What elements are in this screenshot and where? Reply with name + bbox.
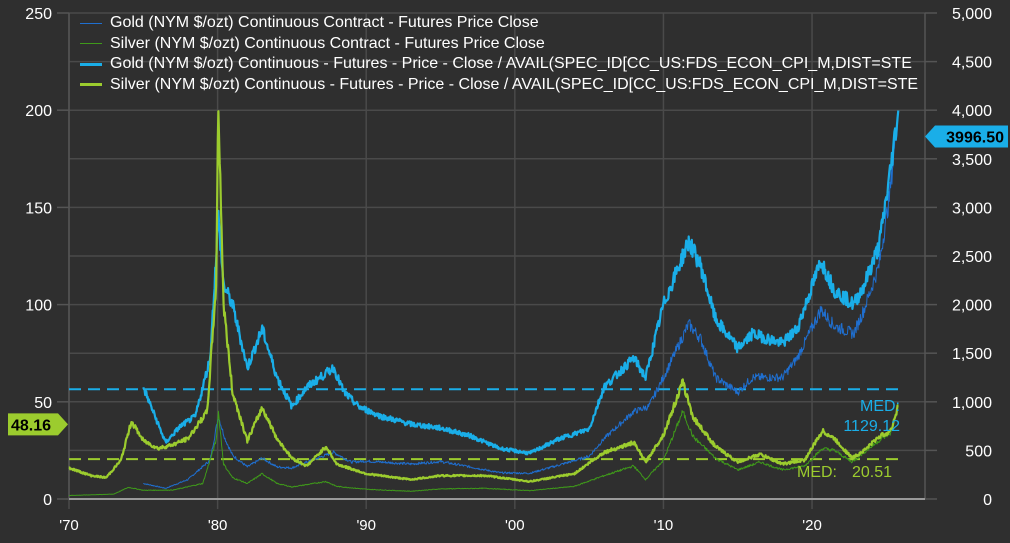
legend-swatch bbox=[80, 83, 102, 87]
legend-item-silver-nominal[interactable]: Silver (NYM $/ozt) Continuous Contract -… bbox=[80, 34, 920, 55]
right-tick-label: 500 bbox=[965, 443, 992, 460]
left-tick-label: 250 bbox=[25, 6, 52, 23]
left-tick-label: 150 bbox=[25, 200, 52, 217]
series-line-0 bbox=[143, 110, 899, 489]
right-value-tag bbox=[925, 125, 1008, 148]
legend: Gold (NYM $/ozt) Continuous Contract - F… bbox=[80, 13, 920, 95]
x-tick-label: '90 bbox=[356, 517, 376, 534]
right-tick-label: 1,500 bbox=[952, 346, 992, 363]
x-tick-label: '80 bbox=[208, 517, 228, 534]
left-tick-label: 200 bbox=[25, 103, 52, 120]
series-line-2 bbox=[142, 110, 900, 456]
legend-label: Gold (NYM $/ozt) Continuous Contract - F… bbox=[110, 14, 539, 31]
gold-median-label: MED: bbox=[860, 398, 900, 415]
left-tick-label: 100 bbox=[25, 298, 52, 315]
right-tick-label: 2,500 bbox=[952, 249, 992, 266]
legend-item-silver-real[interactable]: Silver (NYM $/ozt) Continuous - Futures … bbox=[80, 75, 920, 96]
legend-label: Silver (NYM $/ozt) Continuous Contract -… bbox=[110, 34, 545, 52]
right-value-tag-text: 3996.50 bbox=[946, 130, 1004, 147]
left-tick-label: 0 bbox=[43, 492, 52, 509]
right-tick-label: 3,500 bbox=[952, 152, 992, 169]
gold-median-value: 1129.12 bbox=[843, 418, 900, 435]
legend-item-gold-real[interactable]: Gold (NYM $/ozt) Continuous - Futures - … bbox=[80, 54, 920, 75]
right-tick-label: 4,000 bbox=[952, 103, 992, 120]
legend-swatch bbox=[80, 43, 102, 45]
right-tick-label: 0 bbox=[983, 492, 992, 509]
series-line-1 bbox=[69, 404, 899, 496]
x-tick-label: '20 bbox=[802, 517, 822, 534]
x-tick-label: '10 bbox=[654, 517, 674, 534]
right-tick-label: 1,000 bbox=[952, 395, 992, 412]
left-value-tag-text: 48.16 bbox=[11, 417, 51, 434]
legend-label: Gold (NYM $/ozt) Continuous - Futures - … bbox=[110, 55, 912, 72]
legend-label: Silver (NYM $/ozt) Continuous - Futures … bbox=[110, 75, 919, 93]
legend-item-gold-nominal[interactable]: Gold (NYM $/ozt) Continuous Contract - F… bbox=[80, 13, 920, 34]
right-tick-label: 3,000 bbox=[952, 200, 992, 217]
left-value-tag bbox=[8, 413, 68, 436]
silver-median-label: MED: bbox=[797, 464, 837, 481]
left-tick-label: 50 bbox=[34, 395, 52, 412]
right-tick-label: 5,000 bbox=[952, 6, 992, 23]
x-tick-label: '00 bbox=[505, 517, 525, 534]
right-tick-label: 4,500 bbox=[952, 55, 992, 72]
right-tick-label: 2,000 bbox=[952, 298, 992, 315]
legend-swatch bbox=[80, 22, 102, 24]
series-line-3 bbox=[68, 110, 899, 483]
x-tick-label: '70 bbox=[59, 517, 79, 534]
silver-median-value: 20.51 bbox=[852, 464, 892, 481]
legend-swatch bbox=[80, 62, 102, 66]
